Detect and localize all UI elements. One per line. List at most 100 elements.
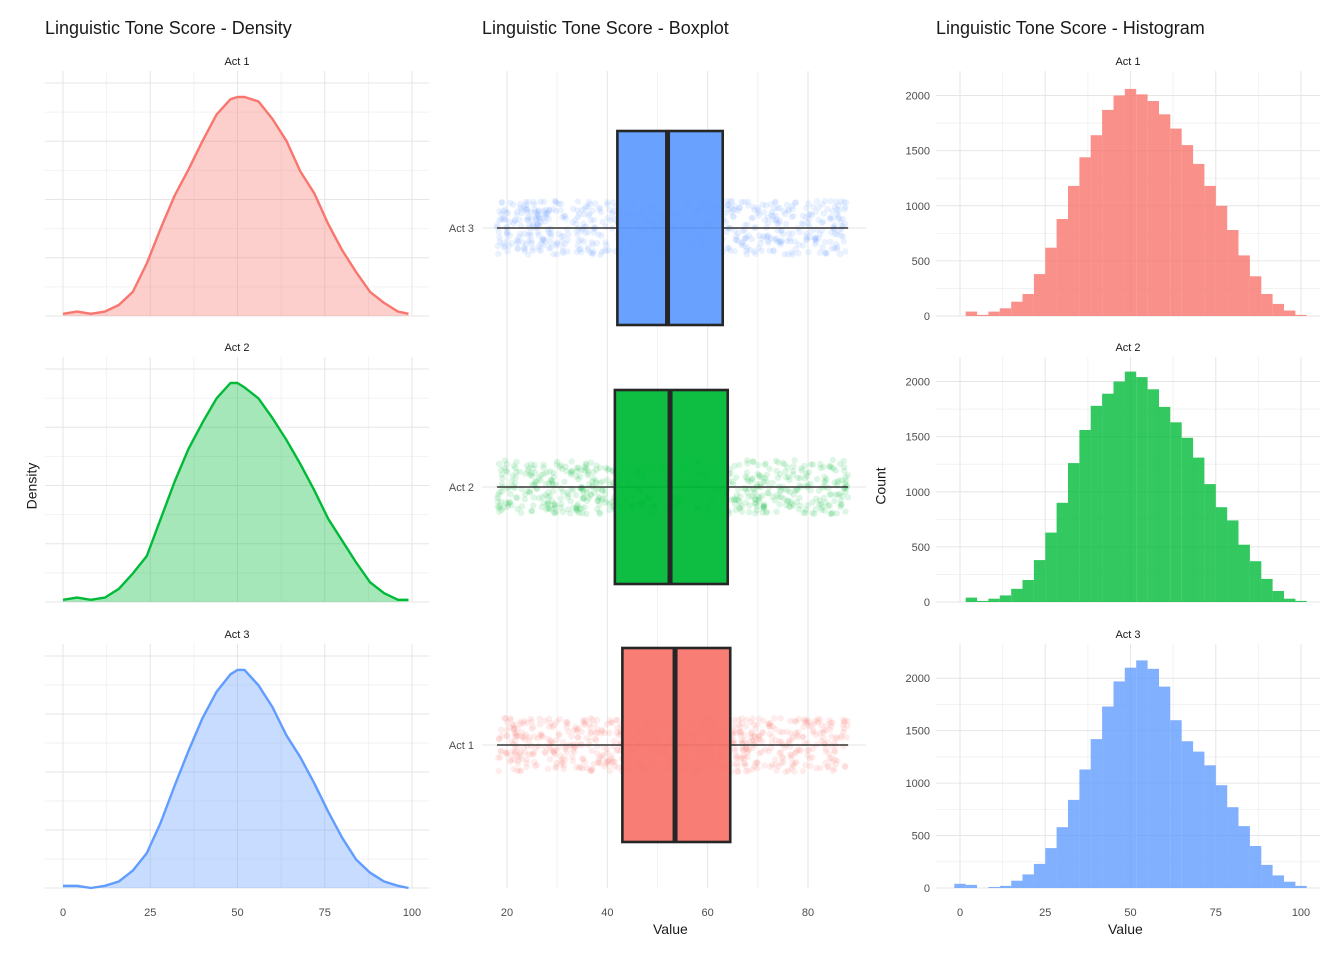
histogram-bar — [1136, 377, 1148, 602]
boxplot-point — [748, 215, 755, 222]
boxplot-point — [551, 197, 558, 205]
boxplot-point — [535, 243, 543, 250]
boxplot-point — [590, 468, 597, 476]
boxplot-point — [767, 763, 774, 770]
boxplot-point — [562, 746, 569, 753]
boxplot-point — [736, 498, 743, 505]
boxplot-point — [549, 480, 556, 487]
boxplot-point — [772, 198, 779, 206]
boxplot-point — [544, 500, 551, 507]
boxplot-point — [528, 472, 535, 480]
boxplot-point — [822, 250, 829, 257]
boxplot-point — [823, 250, 830, 257]
boxplot-point — [732, 236, 739, 244]
boxplot-point — [802, 509, 809, 516]
boxplot-point — [736, 724, 743, 731]
boxplot-point — [739, 744, 746, 752]
boxplot-point — [814, 718, 822, 726]
boxplot-point — [763, 233, 770, 240]
boxplot-point — [513, 731, 520, 739]
boxplot-point — [523, 462, 531, 469]
boxplot-point — [517, 767, 525, 774]
boxplot-point — [799, 768, 807, 775]
boxplot-point — [593, 462, 600, 469]
boxplot-point — [597, 752, 604, 760]
boxplot-x-tick-label: 60 — [702, 907, 714, 919]
boxplot-point — [530, 222, 537, 229]
boxplot-point — [580, 494, 588, 501]
boxplot-point — [831, 245, 838, 252]
histogram-bar — [1011, 880, 1023, 888]
boxplot-point — [576, 505, 583, 512]
boxplot-point — [796, 228, 803, 235]
boxplot-point — [836, 250, 844, 258]
boxplot-point — [759, 474, 766, 481]
boxplot-point — [769, 493, 776, 501]
boxplot-point — [502, 499, 510, 506]
boxplot-point — [789, 251, 796, 258]
boxplot-point — [785, 207, 792, 214]
boxplot-point — [743, 475, 751, 482]
boxplot-point — [732, 506, 739, 514]
boxplot-point — [563, 724, 570, 731]
boxplot-point — [771, 205, 778, 212]
boxplot-point — [530, 751, 537, 758]
boxplot-point — [533, 478, 540, 485]
boxplot-point — [597, 730, 604, 737]
boxplot-point — [805, 249, 812, 256]
boxplot-point — [531, 733, 538, 740]
boxplot-point — [813, 238, 820, 245]
boxplot-point — [814, 715, 821, 723]
boxplot-point — [567, 510, 574, 517]
boxplot-point — [792, 199, 799, 206]
boxplot-point — [558, 238, 565, 245]
boxplot-point — [599, 754, 606, 761]
boxplot-point — [537, 198, 544, 205]
boxplot-point — [804, 747, 811, 754]
boxplot-point — [546, 492, 553, 500]
boxplot-point — [585, 470, 592, 477]
boxplot-point — [521, 749, 529, 756]
boxplot-point — [589, 478, 596, 485]
histogram-x-tick-label: 50 — [1124, 907, 1136, 919]
boxplot-point — [521, 736, 528, 743]
boxplot-point — [535, 214, 543, 221]
boxplot-point — [496, 234, 503, 241]
boxplot-point — [550, 749, 557, 756]
boxplot-point — [584, 246, 592, 254]
boxplot-point — [599, 218, 606, 226]
boxplot-point — [832, 491, 839, 498]
histogram-bar — [1193, 751, 1205, 888]
boxplot-point — [503, 230, 510, 238]
boxplot-point — [536, 715, 543, 722]
histogram-bar — [1033, 560, 1046, 602]
density-y-axis-title: Density — [23, 462, 40, 510]
boxplot-point — [575, 476, 582, 483]
histogram-bar — [1227, 520, 1239, 602]
boxplot-point — [834, 478, 841, 486]
boxplot-point — [830, 465, 837, 472]
boxplot-point — [749, 715, 756, 722]
boxplot-point — [569, 746, 577, 753]
boxplot-point — [774, 474, 782, 481]
boxplot-point — [796, 746, 803, 753]
boxplot-point — [569, 753, 576, 760]
boxplot-point — [738, 720, 746, 727]
histogram-bar — [988, 887, 1000, 888]
boxplot-point — [756, 732, 763, 740]
boxplot-point — [587, 730, 595, 737]
boxplot-point — [837, 497, 845, 504]
boxplot-point — [841, 717, 848, 725]
boxplot-point — [524, 209, 531, 216]
histogram-bar — [1227, 230, 1239, 316]
boxplot-point — [498, 480, 505, 487]
boxplot-point — [837, 198, 844, 205]
boxplot-point — [829, 719, 836, 726]
boxplot-point — [831, 230, 838, 238]
boxplot-point — [547, 239, 555, 246]
boxplot-point — [831, 497, 838, 505]
boxplot-point — [825, 502, 832, 509]
boxplot-point — [565, 728, 572, 735]
histogram-bar — [1238, 255, 1250, 316]
boxplot-point — [606, 767, 614, 775]
